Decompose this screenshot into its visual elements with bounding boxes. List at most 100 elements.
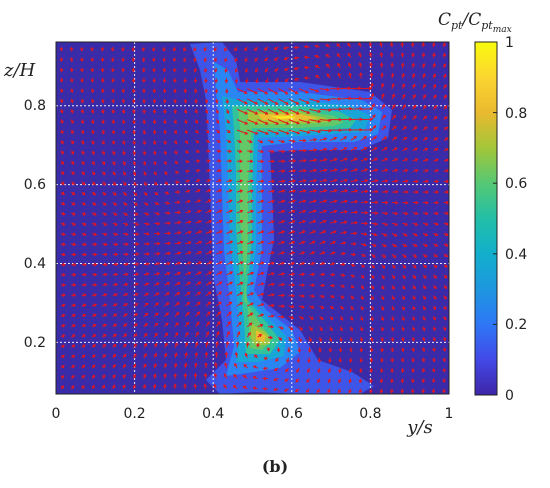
velocity-arrow-head [239,302,244,306]
velocity-arrow-head [312,219,317,224]
velocity-arrow-head [271,220,275,224]
velocity-arrow-head [207,189,212,193]
velocity-arrow-head [422,296,426,300]
velocity-arrow-head [281,139,286,144]
velocity-arrow-head [121,89,126,94]
velocity-arrow-head [93,313,97,317]
velocity-arrow-head [384,179,389,183]
velocity-arrow-head [323,220,327,224]
velocity-arrow-head [359,369,363,374]
velocity-arrow-head [390,379,394,384]
velocity-arrow-head [275,79,279,84]
velocity-arrow-head [134,303,139,307]
velocity-arrow-head [250,169,254,173]
velocity-arrow-head [183,383,187,387]
velocity-arrow-head [400,369,405,373]
velocity-arrow-head [275,111,279,115]
velocity-arrow-head [112,374,116,378]
velocity-arrow-head [379,389,384,394]
velocity-arrow-head [162,79,167,83]
velocity-arrow-head [314,54,318,59]
velocity-arrow-head [153,352,157,357]
velocity-arrow-head [144,322,148,327]
velocity-arrow-head [313,179,318,183]
velocity-arrow [329,179,337,183]
velocity-arrow-head [445,200,449,205]
velocity-arrow-head [311,283,316,288]
contour-level-1.0 [270,116,296,119]
velocity-arrow-head [167,211,171,215]
velocity-arrow-head [271,149,275,154]
velocity-arrow-head [133,182,137,187]
velocity-arrow-head [250,271,255,276]
velocity-arrow-head [111,89,115,94]
velocity-arrow-head [379,52,384,56]
x-tick-label: 0 [52,406,61,422]
velocity-arrow-head [389,42,394,46]
velocity-arrow-head [424,126,428,130]
velocity-arrow-head [391,307,395,311]
velocity-arrow-head [125,272,129,277]
velocity-arrow-head [224,48,228,52]
velocity-arrow-head [142,79,146,83]
velocity-arrow-head [218,179,222,183]
velocity-arrow-head [321,272,326,277]
velocity-arrow-head [425,169,429,173]
velocity-arrow-head [131,89,136,94]
velocity-arrow-head [317,359,322,364]
velocity-arrow-head [80,99,84,104]
velocity-arrow-head [264,58,268,62]
velocity-arrow-head [374,157,379,162]
velocity-arrow-head [309,327,313,332]
velocity-arrow-head [60,151,64,155]
velocity-arrow-head [374,222,379,226]
velocity-arrow-head [404,222,409,226]
velocity-arrow-head [238,321,242,325]
velocity-arrow-head [244,101,248,105]
velocity-arrow-head [273,367,278,371]
velocity-arrow-head [206,321,210,325]
velocity-arrow-head [435,190,440,194]
velocity-arrow-head [431,389,436,394]
velocity-arrow-head [296,369,300,373]
velocity-arrow-head [59,89,64,93]
velocity-arrow-head [331,262,336,266]
velocity-arrow-head [229,261,234,265]
velocity-arrow [361,190,368,193]
velocity-arrow-head [185,150,189,154]
velocity-arrow-head [175,332,179,336]
velocity-arrow-head [285,101,289,105]
velocity-arrow-head [336,86,341,91]
velocity-arrow-head [186,301,191,306]
velocity-arrow [309,179,317,183]
velocity-arrow-head [320,305,325,309]
velocity-arrow-head [156,221,161,226]
velocity-arrow-head [162,69,167,73]
velocity-arrow [361,108,373,110]
velocity-arrow-head [155,292,160,296]
velocity-arrow-head [145,303,149,307]
velocity-arrow-head [61,324,66,328]
velocity-arrow-head [333,209,338,214]
velocity-arrow-head [422,306,426,311]
velocity-arrow-head [270,139,275,144]
velocity-arrow-head [207,311,211,315]
velocity-arrow-head [163,141,167,145]
velocity-arrow-head [114,232,119,236]
velocity-arrow-head [414,147,419,151]
velocity-arrow [247,220,254,224]
velocity-arrow-head [196,311,201,315]
velocity-arrow-head [271,272,275,276]
velocity-arrow-head [444,116,448,120]
velocity-arrow-head [80,79,84,83]
velocity-arrow [278,180,285,183]
velocity-arrow-head [256,342,260,347]
velocity-arrow-head [112,363,116,368]
velocity-arrow-head [163,151,167,156]
velocity-arrow-head [146,232,150,236]
velocity-arrow [288,150,296,152]
velocity-arrow [236,292,243,297]
panel-label: (b) [262,457,288,476]
velocity-arrow [278,119,289,125]
velocity-arrow-head [394,168,399,173]
